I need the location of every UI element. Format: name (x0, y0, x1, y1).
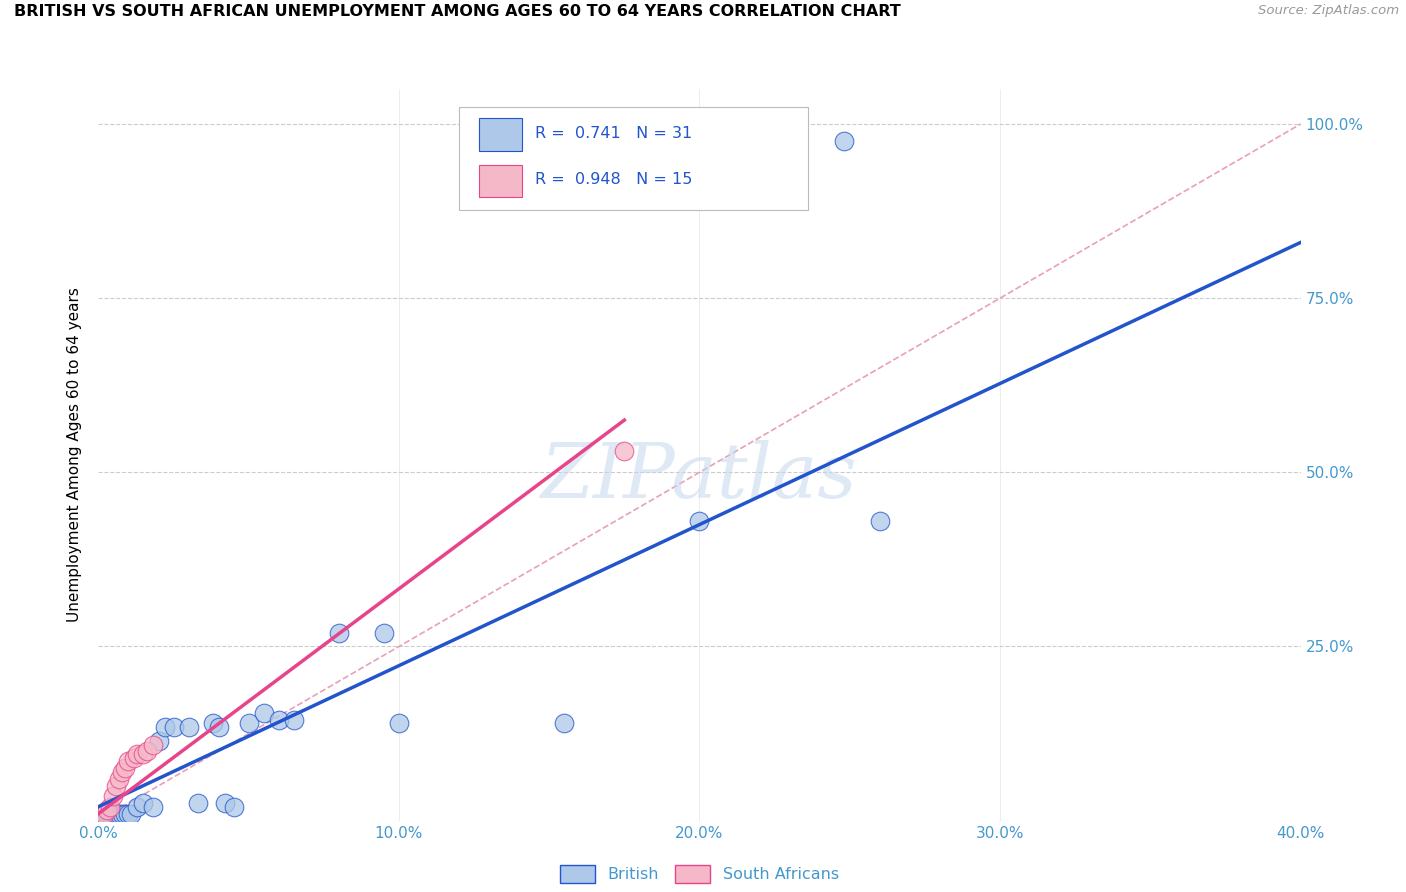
Point (103, 805, 125, 820)
Bar (479, 164, 522, 197)
Text: R =  0.948   N = 15: R = 0.948 N = 15 (534, 171, 692, 186)
Point (267, 713, 290, 727)
Point (208, 720, 231, 734)
Point (93, 806, 115, 821)
Point (108, 806, 131, 821)
Point (689, 514, 711, 528)
Point (238, 716, 260, 731)
Point (114, 761, 136, 775)
Point (96, 803, 118, 817)
Point (148, 733, 170, 747)
Point (373, 625, 395, 640)
Point (283, 713, 305, 727)
Text: BRITISH VS SOUTH AFRICAN UNEMPLOYMENT AMONG AGES 60 TO 64 YEARS CORRELATION CHAR: BRITISH VS SOUTH AFRICAN UNEMPLOYMENT AM… (14, 4, 901, 20)
Text: Source: ZipAtlas.com: Source: ZipAtlas.com (1258, 4, 1399, 18)
FancyBboxPatch shape (458, 108, 807, 210)
Point (96, 806, 118, 821)
Point (127, 747, 149, 762)
Point (111, 806, 134, 821)
Point (553, 716, 575, 731)
Point (222, 799, 245, 814)
Point (132, 747, 155, 762)
Point (127, 799, 149, 814)
Point (162, 720, 184, 734)
Text: R =  0.741   N = 31: R = 0.741 N = 31 (534, 126, 692, 141)
Point (100, 799, 122, 814)
Point (141, 799, 163, 814)
Point (100, 806, 122, 821)
Point (135, 744, 157, 758)
Point (108, 772, 131, 786)
Point (103, 789, 125, 804)
Point (177, 720, 200, 734)
Point (117, 755, 139, 769)
Point (132, 796, 155, 810)
Point (153, 720, 176, 734)
Point (114, 806, 136, 821)
Point (253, 706, 276, 720)
Point (328, 625, 350, 640)
Y-axis label: Unemployment Among Ages 60 to 64 years: Unemployment Among Ages 60 to 64 years (67, 287, 83, 623)
Point (141, 739, 163, 753)
Point (187, 796, 209, 810)
Point (613, 444, 636, 458)
Bar (479, 119, 522, 152)
Point (124, 751, 146, 765)
Point (832, 135, 855, 149)
Point (121, 806, 143, 821)
Point (214, 796, 236, 810)
Point (105, 806, 128, 821)
Point (869, 514, 891, 528)
Point (388, 716, 411, 731)
Point (201, 716, 224, 731)
Point (105, 779, 128, 793)
Text: ZIPatlas: ZIPatlas (541, 440, 858, 514)
Point (111, 764, 134, 779)
Legend: British, South Africans: British, South Africans (554, 858, 845, 889)
Point (117, 806, 139, 821)
